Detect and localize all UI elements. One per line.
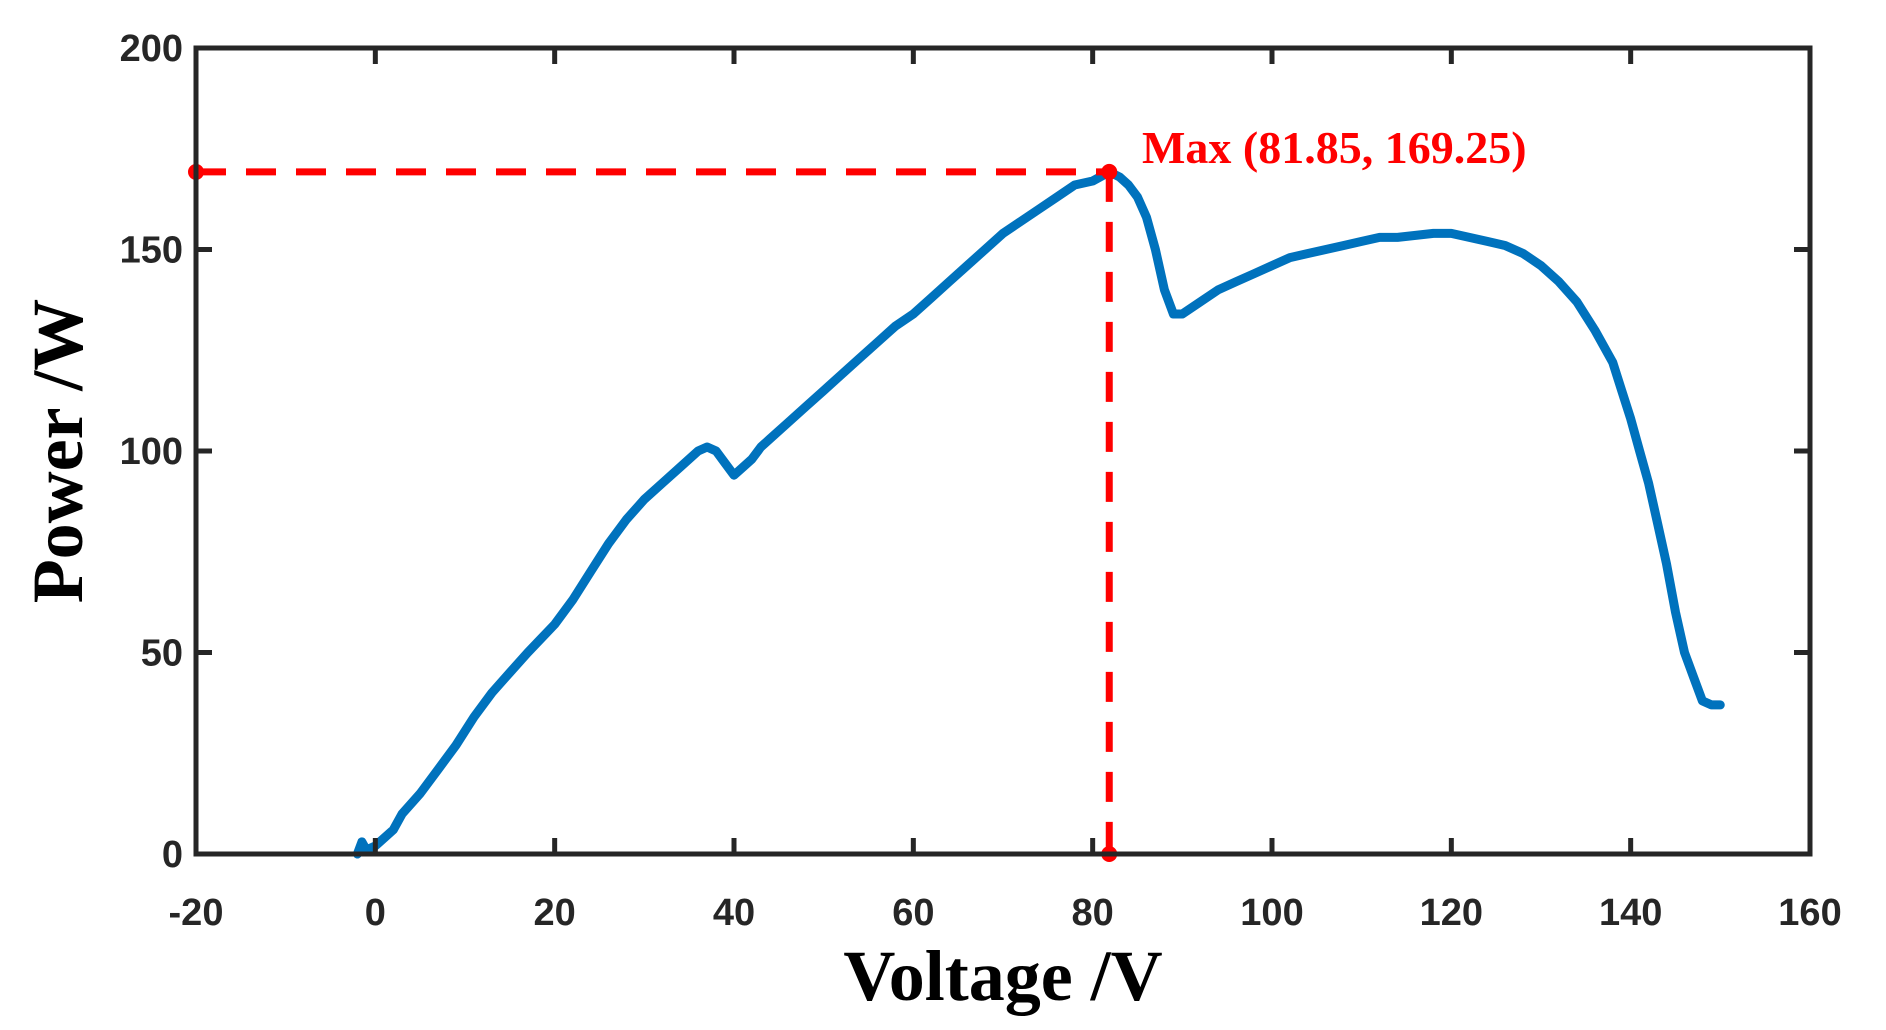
x-tick-label: 20	[534, 892, 576, 934]
x-axis-title: Voltage /V	[843, 936, 1162, 1016]
y-axis: 0 50 100 150 200	[120, 28, 1810, 876]
x-tick-label: 140	[1599, 892, 1662, 934]
x-tick-label: 120	[1420, 892, 1483, 934]
x-tick-label: 60	[892, 892, 934, 934]
max-point-label: Max (81.85, 169.25)	[1142, 122, 1527, 173]
x-tick-label: -20	[169, 892, 224, 934]
y-tick-label: 50	[141, 633, 183, 675]
series-layer	[352, 167, 1725, 859]
y-axis-title: Power /W	[18, 299, 98, 604]
x-tick-label: 40	[713, 892, 755, 934]
y-tick-label: 200	[120, 28, 183, 70]
series-line	[352, 167, 1725, 859]
x-tick-label: 160	[1778, 892, 1841, 934]
annotation-layer	[188, 163, 1118, 862]
max-point-marker	[1101, 163, 1118, 180]
x-tick-label: 100	[1240, 892, 1303, 934]
y-tick-label: 150	[120, 230, 183, 272]
x-tick-label: 0	[365, 892, 386, 934]
y-tick-label: 0	[162, 834, 183, 876]
x-tick-label: 80	[1072, 892, 1114, 934]
plot-area	[196, 48, 1810, 854]
y-tick-label: 100	[120, 431, 183, 473]
x-axis: -20 0 20 40 60 80 100 120 140 160	[169, 48, 1842, 934]
